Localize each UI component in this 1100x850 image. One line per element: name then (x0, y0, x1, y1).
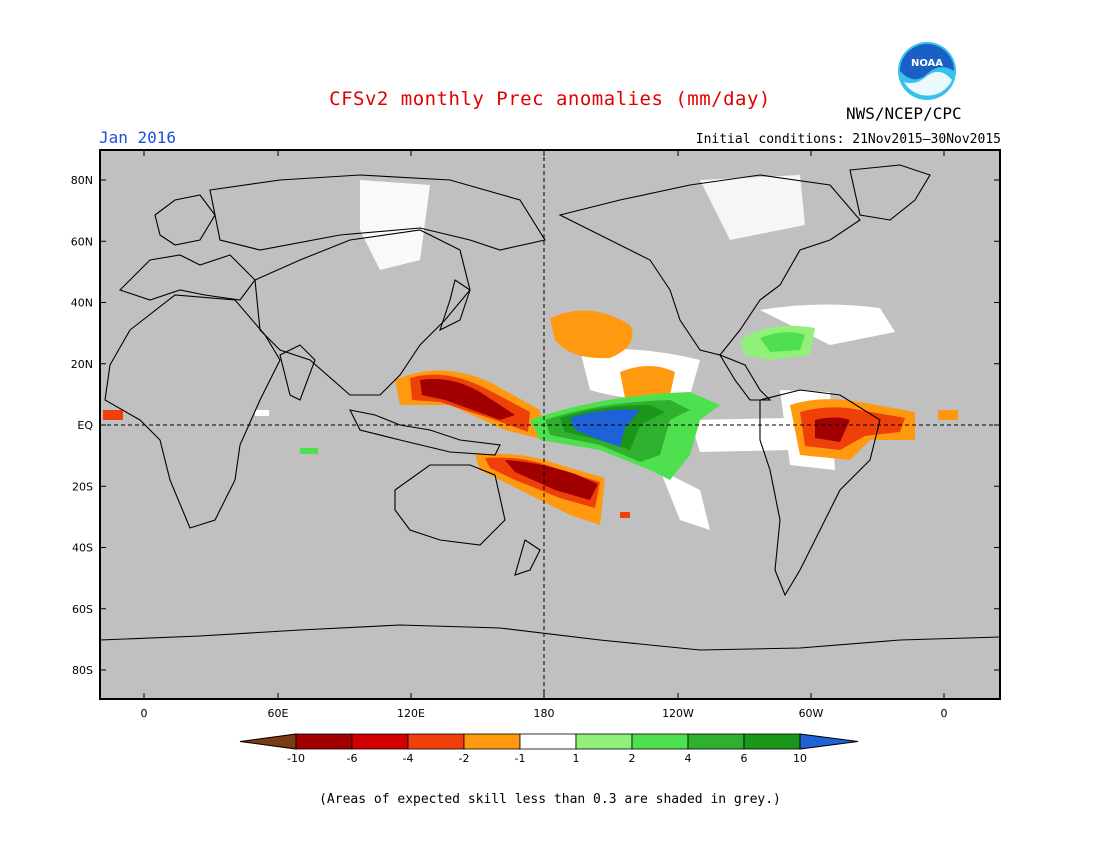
lat-label: 60N (71, 235, 93, 248)
chart-title: CFSv2 monthly Prec anomalies (mm/day) (329, 88, 771, 110)
legend-label: 10 (793, 752, 807, 765)
lat-label: EQ (77, 419, 93, 432)
legend-arrow-left (239, 733, 297, 750)
logo-text: NOAA (911, 58, 943, 69)
lon-label: 60W (799, 707, 824, 720)
skill-footnote: (Areas of expected skill less than 0.3 a… (319, 792, 781, 807)
lon-label: 120E (397, 707, 425, 720)
forecast-period: Jan 2016 (99, 128, 177, 147)
legend-swatch (687, 733, 745, 750)
legend-label: -4 (403, 752, 414, 765)
legend-swatch (575, 733, 633, 750)
longitude-axis: 0 60E 120E 180 120W 60W 0 (141, 150, 948, 720)
legend-label: -10 (287, 752, 305, 765)
legend-swatch (463, 733, 521, 750)
lon-label: 0 (941, 707, 948, 720)
legend-label: 6 (741, 752, 748, 765)
legend-swatch (631, 733, 689, 750)
lon-label: 120W (662, 707, 694, 720)
legend-swatch (743, 733, 801, 750)
initial-conditions: Initial conditions: 21Nov2015–30Nov2015 (695, 132, 1001, 147)
lon-label: 0 (141, 707, 148, 720)
noaa-logo-icon: NOAA (896, 40, 958, 106)
coastlines (99, 164, 1001, 651)
lat-label: 60S (72, 603, 93, 616)
legend-swatch (351, 733, 409, 750)
lat-label: 20S (72, 480, 93, 493)
legend-label: 4 (685, 752, 692, 765)
legend-label: 1 (573, 752, 580, 765)
lat-label: 20N (71, 358, 93, 371)
legend-label: 2 (629, 752, 636, 765)
latitude-axis: 80N 60N 40N 20N EQ 20S 40S 60S 80S (71, 174, 1000, 677)
lat-label: 40S (72, 542, 93, 555)
lat-label: 80S (72, 664, 93, 677)
color-legend: -10 -6 -4 -2 -1 1 2 4 6 10 (239, 733, 859, 765)
legend-swatch (295, 733, 353, 750)
legend-label: -6 (347, 752, 358, 765)
lat-label: 80N (71, 174, 93, 187)
legend-arrow-right (799, 733, 859, 750)
agency-label: NWS/NCEP/CPC (846, 104, 962, 123)
lon-label: 180 (534, 707, 555, 720)
anomaly-shading (103, 175, 958, 530)
legend-swatch (519, 733, 577, 750)
legend-label: -2 (459, 752, 470, 765)
legend-label: -1 (515, 752, 526, 765)
lon-label: 60E (268, 707, 289, 720)
legend-swatch (407, 733, 465, 750)
lat-label: 40N (71, 297, 93, 310)
